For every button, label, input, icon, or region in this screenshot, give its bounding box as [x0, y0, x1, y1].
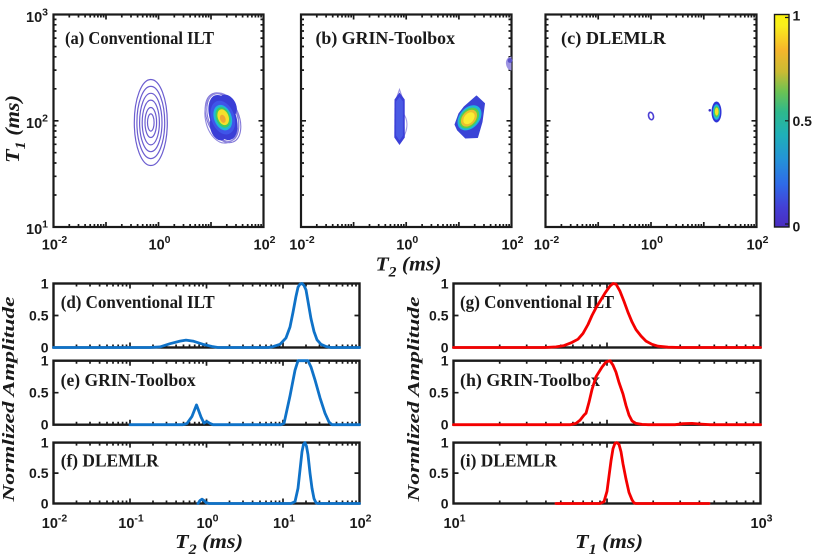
- svg-text:0: 0: [441, 340, 449, 356]
- svg-text:(a) Conventional ILT: (a) Conventional ILT: [65, 28, 214, 48]
- svg-text:0.5: 0.5: [429, 385, 449, 401]
- svg-text:0.5: 0.5: [29, 465, 49, 481]
- svg-text:(h) GRIN-Toolbox: (h) GRIN-Toolbox: [460, 370, 600, 390]
- svg-text:0.5: 0.5: [429, 465, 449, 481]
- svg-text:0.5: 0.5: [429, 308, 449, 324]
- svg-text:0: 0: [41, 340, 49, 356]
- svg-text:(g) Conventional ILT: (g) Conventional ILT: [460, 292, 614, 312]
- svg-text:(d) Conventional ILT: (d) Conventional ILT: [61, 292, 215, 312]
- svg-text:(i) DLEMLR: (i) DLEMLR: [460, 451, 557, 471]
- svg-text:0.5: 0.5: [29, 385, 49, 401]
- svg-text:(f) DLEMLR: (f) DLEMLR: [61, 451, 159, 471]
- svg-text:(b) GRIN-Toolbox: (b) GRIN-Toolbox: [316, 28, 456, 48]
- svg-text:(e) GRIN-Toolbox: (e) GRIN-Toolbox: [61, 370, 196, 390]
- svg-text:1: 1: [41, 276, 49, 292]
- svg-text:0: 0: [41, 496, 49, 512]
- svg-text:1: 1: [41, 435, 49, 451]
- svg-text:1: 1: [441, 435, 449, 451]
- svg-text:1: 1: [793, 8, 801, 24]
- svg-text:1: 1: [441, 276, 449, 292]
- svg-text:0: 0: [793, 219, 801, 235]
- svg-text:0: 0: [41, 417, 49, 433]
- svg-text:0.5: 0.5: [793, 113, 813, 129]
- svg-text:1: 1: [41, 353, 49, 369]
- svg-text:1: 1: [441, 353, 449, 369]
- svg-text:0: 0: [441, 417, 449, 433]
- svg-text:Normlized Amplitude: Normlized Amplitude: [404, 296, 423, 503]
- svg-text:0: 0: [441, 496, 449, 512]
- svg-text:0.5: 0.5: [29, 308, 49, 324]
- svg-text:Normlized Amplitude: Normlized Amplitude: [0, 296, 18, 503]
- svg-text:(c) DLEMLR: (c) DLEMLR: [561, 28, 666, 48]
